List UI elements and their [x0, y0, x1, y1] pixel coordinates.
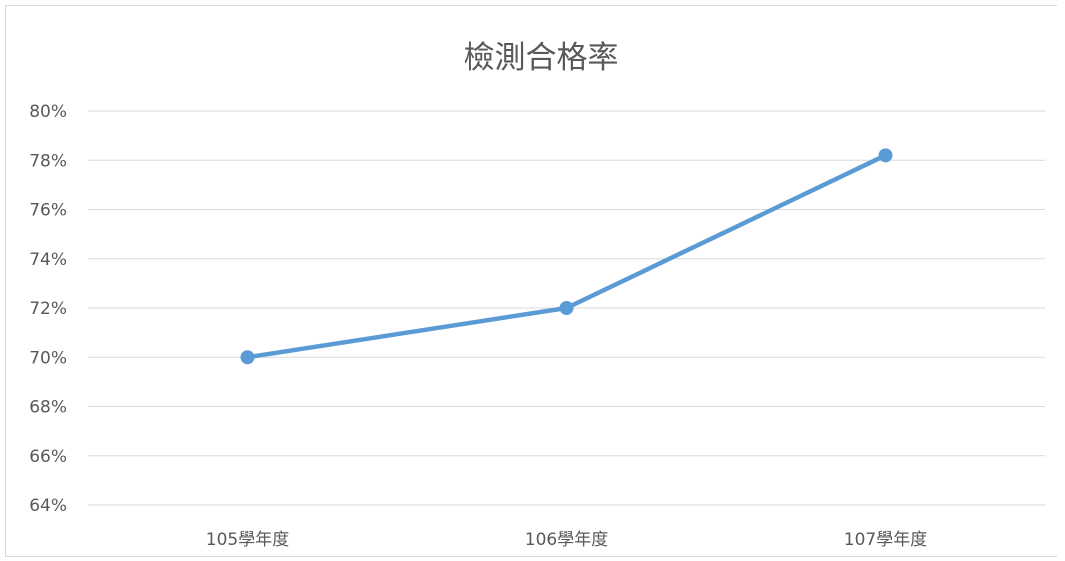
- chart-frame: [5, 5, 1057, 557]
- x-axis-ticks: 105學年度 106學年度 107學年度: [206, 530, 927, 550]
- y-tick-label: 66%: [29, 447, 67, 467]
- series-layer: [240, 148, 893, 365]
- y-tick-label: 72%: [29, 299, 67, 319]
- y-tick-label: 78%: [29, 151, 67, 171]
- y-tick-label: 64%: [29, 496, 67, 516]
- x-tick-label: 107學年度: [844, 530, 927, 550]
- y-tick-label: 74%: [29, 250, 67, 270]
- x-tick-label: 105學年度: [206, 530, 289, 550]
- y-tick-label: 70%: [29, 348, 67, 368]
- data-point: [878, 148, 893, 163]
- chart-title: 檢測合格率: [464, 40, 619, 76]
- y-tick-label: 68%: [29, 398, 67, 418]
- data-point: [240, 350, 255, 365]
- y-axis-ticks: 64% 66% 68% 70% 72% 74% 76% 78% 80%: [29, 102, 67, 516]
- y-tick-label: 76%: [29, 201, 67, 221]
- series-line: [245, 153, 888, 360]
- x-tick-label: 106學年度: [525, 530, 608, 550]
- data-point: [559, 301, 574, 315]
- y-tick-label: 80%: [29, 102, 67, 122]
